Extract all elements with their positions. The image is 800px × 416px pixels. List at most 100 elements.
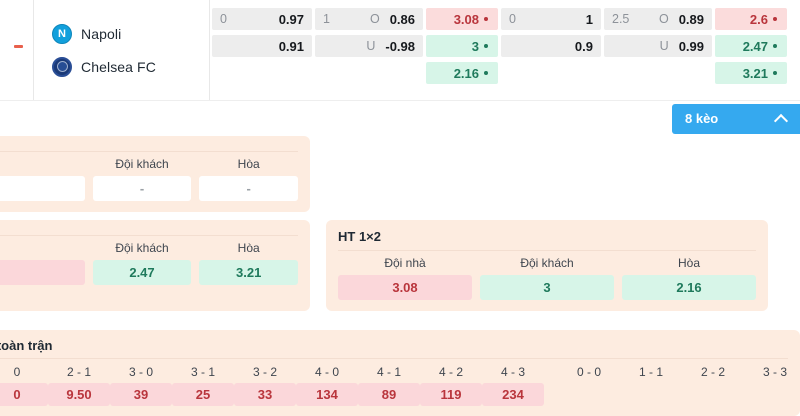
market-panel-ht-1x2: HT 1×2 Đội nhà Đội khách Hòa 3.08 3 2.16 [326,220,768,311]
odds-area: 0 0.97 0.91 1 O 0.86 U -0.98 [210,0,800,100]
correct-score-title: c toàn trận [0,338,53,353]
away-team-row[interactable]: Chelsea FC [52,56,209,77]
handicap-1-home-cell[interactable]: 0 0.97 [212,8,312,30]
draw-score-column[interactable]: 3 - 3 [744,365,800,406]
x2-2-draw-cell[interactable]: 3.21 [715,62,787,84]
score-label: 4 - 1 [376,365,401,379]
overunder-group-1: 1 O 0.86 U -0.98 [315,8,423,100]
overunder-group-2: 2.5 O 0.89 U 0.99 [604,8,712,100]
overunder-1-under-label: U [366,39,376,53]
market-panel-0: Đội khách Hòa - - [0,136,310,212]
score-label: 2 - 2 [700,365,725,379]
market-panel-1-values: 2.47 3.21 [0,260,299,285]
overunder-2-over-label: O [658,12,669,26]
x2-2-away-cell[interactable]: 2.47 [715,35,787,57]
score-odd: 9.50 [48,383,110,406]
odd-cell-home[interactable] [0,176,85,201]
draw-score-column[interactable]: 1 - 1 [620,365,682,406]
handicap-2-home-cell[interactable]: 0 1 [501,8,601,30]
x2-1-home-cell[interactable]: 3.08 [426,8,498,30]
teams-cell[interactable]: N Napoli Chelsea FC [34,0,210,100]
market-panel-1-heads: Đội khách Hòa [0,241,298,255]
x2-1-draw-odd: 2.16 [453,65,479,81]
handicap-1-away-cell[interactable]: 0.91 [212,35,312,57]
x2-1-away-cell[interactable]: 3 [426,35,498,57]
correct-score-panel: c toàn trận 0 0 2 - 1 9.50 3 - 0 39 3 - … [0,330,800,416]
napoli-crest-icon: N [52,23,72,44]
odd-cell-home[interactable] [0,260,85,285]
odd-cell-draw[interactable]: 3.21 [199,260,299,285]
overunder-1-over-cell[interactable]: 1 O 0.86 [315,8,423,30]
trend-up-icon [482,42,490,50]
col-head-away: Đội khách [115,157,169,171]
overunder-2-under-cell[interactable]: U 0.99 [604,35,712,57]
overunder-2-spacer [604,62,712,84]
keo-label: 8 kèo [685,111,719,126]
col-head-draw: Hòa [677,256,700,270]
score-odd [744,383,800,406]
x2-2-draw-odd: 3.21 [742,65,768,81]
chelsea-crest-icon [52,56,72,77]
left-gutter [0,0,34,100]
score-label: 3 - 0 [128,365,153,379]
col-head-away: Đội khách [520,256,574,270]
odd-cell-away[interactable]: - [92,176,192,201]
keo-toggle-button[interactable]: 8 kèo [672,103,800,134]
score-label: 3 - 1 [190,365,215,379]
gutter-marker-icon [14,45,23,48]
home-team-row[interactable]: N Napoli [52,23,209,44]
score-odd: 33 [234,383,296,406]
overunder-2-under-label: U [659,39,669,53]
market-panel-0-heads: Đội khách Hòa [0,157,298,171]
score-label: 1 - 1 [638,365,663,379]
overunder-2-line: 2.5 [612,12,630,26]
score-label: 2 - 1 [66,365,91,379]
odd-cell-away[interactable]: 2.47 [92,260,192,285]
score-odd: 234 [482,383,544,406]
overunder-1-under-cell[interactable]: U -0.98 [315,35,423,57]
x2-2-home-cell[interactable]: 2.6 [715,8,787,30]
score-label: 3 - 3 [762,365,787,379]
trend-down-icon [771,15,779,23]
handicap-1-away-odd: 0.91 [278,38,304,54]
overunder-2-over-cell[interactable]: 2.5 O 0.89 [604,8,712,30]
x2-1-draw-cell[interactable]: 2.16 [426,62,498,84]
overunder-2-under-odd: 0.99 [678,38,704,54]
handicap-1-spacer [212,62,312,84]
odd-cell-draw[interactable]: 2.16 [622,275,756,300]
score-odd: 134 [296,383,358,406]
odd-cell-away[interactable]: 3 [480,275,614,300]
overunder-1-spacer [315,62,423,84]
x2-2-away-odd: 2.47 [742,38,768,54]
col-head-draw: Hòa [237,241,260,255]
score-odd [620,383,682,406]
score-odd: 119 [420,383,482,406]
divider [0,235,298,236]
odd-cell-home[interactable]: 3.08 [338,275,472,300]
overunder-1-over-label: O [369,12,380,26]
divider [0,151,298,152]
market-panel-2-heads: Đội nhà Đội khách Hòa [338,256,756,270]
overunder-1-line: 1 [323,12,330,26]
overunder-1-under-odd: -0.98 [385,38,415,54]
market-panel-2-values: 3.08 3 2.16 [338,275,756,300]
market-panel-1: Đội khách Hòa 2.47 3.21 [0,220,310,311]
score-odd: 89 [358,383,420,406]
divider [0,358,788,359]
handicap-group-2: 0 1 0.9 [501,8,601,100]
draw-score-column[interactable]: 2 - 2 [682,365,744,406]
odd-cell-draw[interactable]: - [199,176,299,201]
handicap-1-line: 0 [220,12,227,26]
col-head-home [0,157,85,171]
market-panels: Đội khách Hòa - - Đội khách Hòa 2.47 3.2… [0,136,800,319]
score-odd [682,383,744,406]
overunder-2-over-odd: 0.89 [678,11,704,27]
score-label: 3 - 2 [252,365,277,379]
score-odd [558,383,620,406]
score-label: 4 - 2 [438,365,463,379]
handicap-2-away-cell[interactable]: 0.9 [501,35,601,57]
divider [338,250,756,251]
score-odd: 39 [110,383,172,406]
score-label: 0 - 0 [576,365,601,379]
draw-score-column[interactable]: 0 - 0 [558,365,620,406]
